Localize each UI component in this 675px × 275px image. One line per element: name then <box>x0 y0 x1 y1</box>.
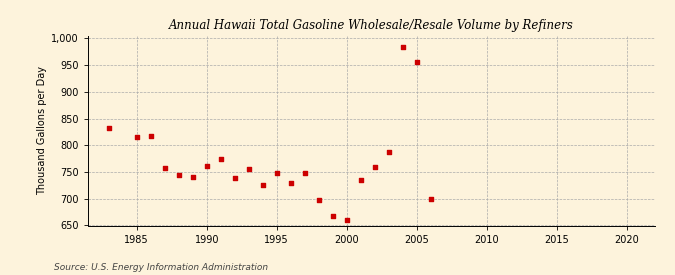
Title: Annual Hawaii Total Gasoline Wholesale/Resale Volume by Refiners: Annual Hawaii Total Gasoline Wholesale/R… <box>169 19 574 32</box>
Point <box>188 175 198 180</box>
Point <box>271 171 282 175</box>
Point <box>299 171 310 175</box>
Point <box>383 150 394 155</box>
Point <box>425 197 436 201</box>
Point <box>369 164 380 169</box>
Point <box>257 183 268 188</box>
Point <box>327 214 338 219</box>
Point <box>398 45 408 49</box>
Point <box>159 166 170 170</box>
Y-axis label: Thousand Gallons per Day: Thousand Gallons per Day <box>37 66 47 195</box>
Point <box>244 167 254 172</box>
Point <box>215 156 226 161</box>
Text: Source: U.S. Energy Information Administration: Source: U.S. Energy Information Administ… <box>54 263 268 271</box>
Point <box>201 164 212 168</box>
Point <box>230 176 240 181</box>
Point <box>313 198 324 203</box>
Point <box>132 135 142 139</box>
Point <box>103 125 114 130</box>
Point <box>173 172 184 177</box>
Point <box>145 133 156 138</box>
Point <box>411 60 422 64</box>
Point <box>355 178 366 182</box>
Point <box>342 218 352 222</box>
Point <box>286 181 296 185</box>
